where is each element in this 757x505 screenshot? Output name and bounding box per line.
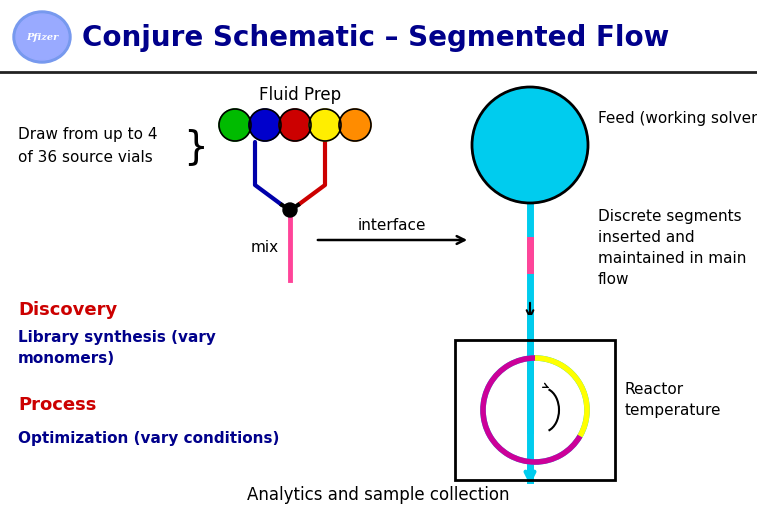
Text: Draw from up to 4: Draw from up to 4 bbox=[18, 127, 157, 142]
Circle shape bbox=[472, 87, 588, 203]
Text: Library synthesis (vary
monomers): Library synthesis (vary monomers) bbox=[18, 330, 216, 366]
Text: of 36 source vials: of 36 source vials bbox=[18, 150, 153, 166]
Text: Reactor
temperature: Reactor temperature bbox=[625, 382, 721, 418]
Text: Feed (working solvent: Feed (working solvent bbox=[598, 111, 757, 126]
Text: Pfizer: Pfizer bbox=[26, 32, 58, 41]
Circle shape bbox=[279, 109, 311, 141]
Circle shape bbox=[219, 109, 251, 141]
Circle shape bbox=[249, 109, 281, 141]
Circle shape bbox=[283, 203, 297, 217]
Circle shape bbox=[309, 109, 341, 141]
Ellipse shape bbox=[13, 11, 71, 63]
Text: Discovery: Discovery bbox=[18, 301, 117, 319]
Bar bbox=[455, 340, 615, 480]
Text: }: } bbox=[184, 128, 208, 166]
Text: Fluid Prep: Fluid Prep bbox=[259, 86, 341, 104]
Text: interface: interface bbox=[358, 218, 426, 232]
Text: Process: Process bbox=[18, 396, 96, 414]
Text: Conjure Schematic – Segmented Flow: Conjure Schematic – Segmented Flow bbox=[82, 24, 669, 52]
Text: Discrete segments
inserted and
maintained in main
flow: Discrete segments inserted and maintaine… bbox=[598, 209, 746, 287]
Text: Analytics and sample collection: Analytics and sample collection bbox=[247, 486, 509, 504]
Ellipse shape bbox=[16, 14, 68, 60]
Circle shape bbox=[339, 109, 371, 141]
Text: Optimization (vary conditions): Optimization (vary conditions) bbox=[18, 430, 279, 445]
Text: mix: mix bbox=[251, 240, 279, 256]
